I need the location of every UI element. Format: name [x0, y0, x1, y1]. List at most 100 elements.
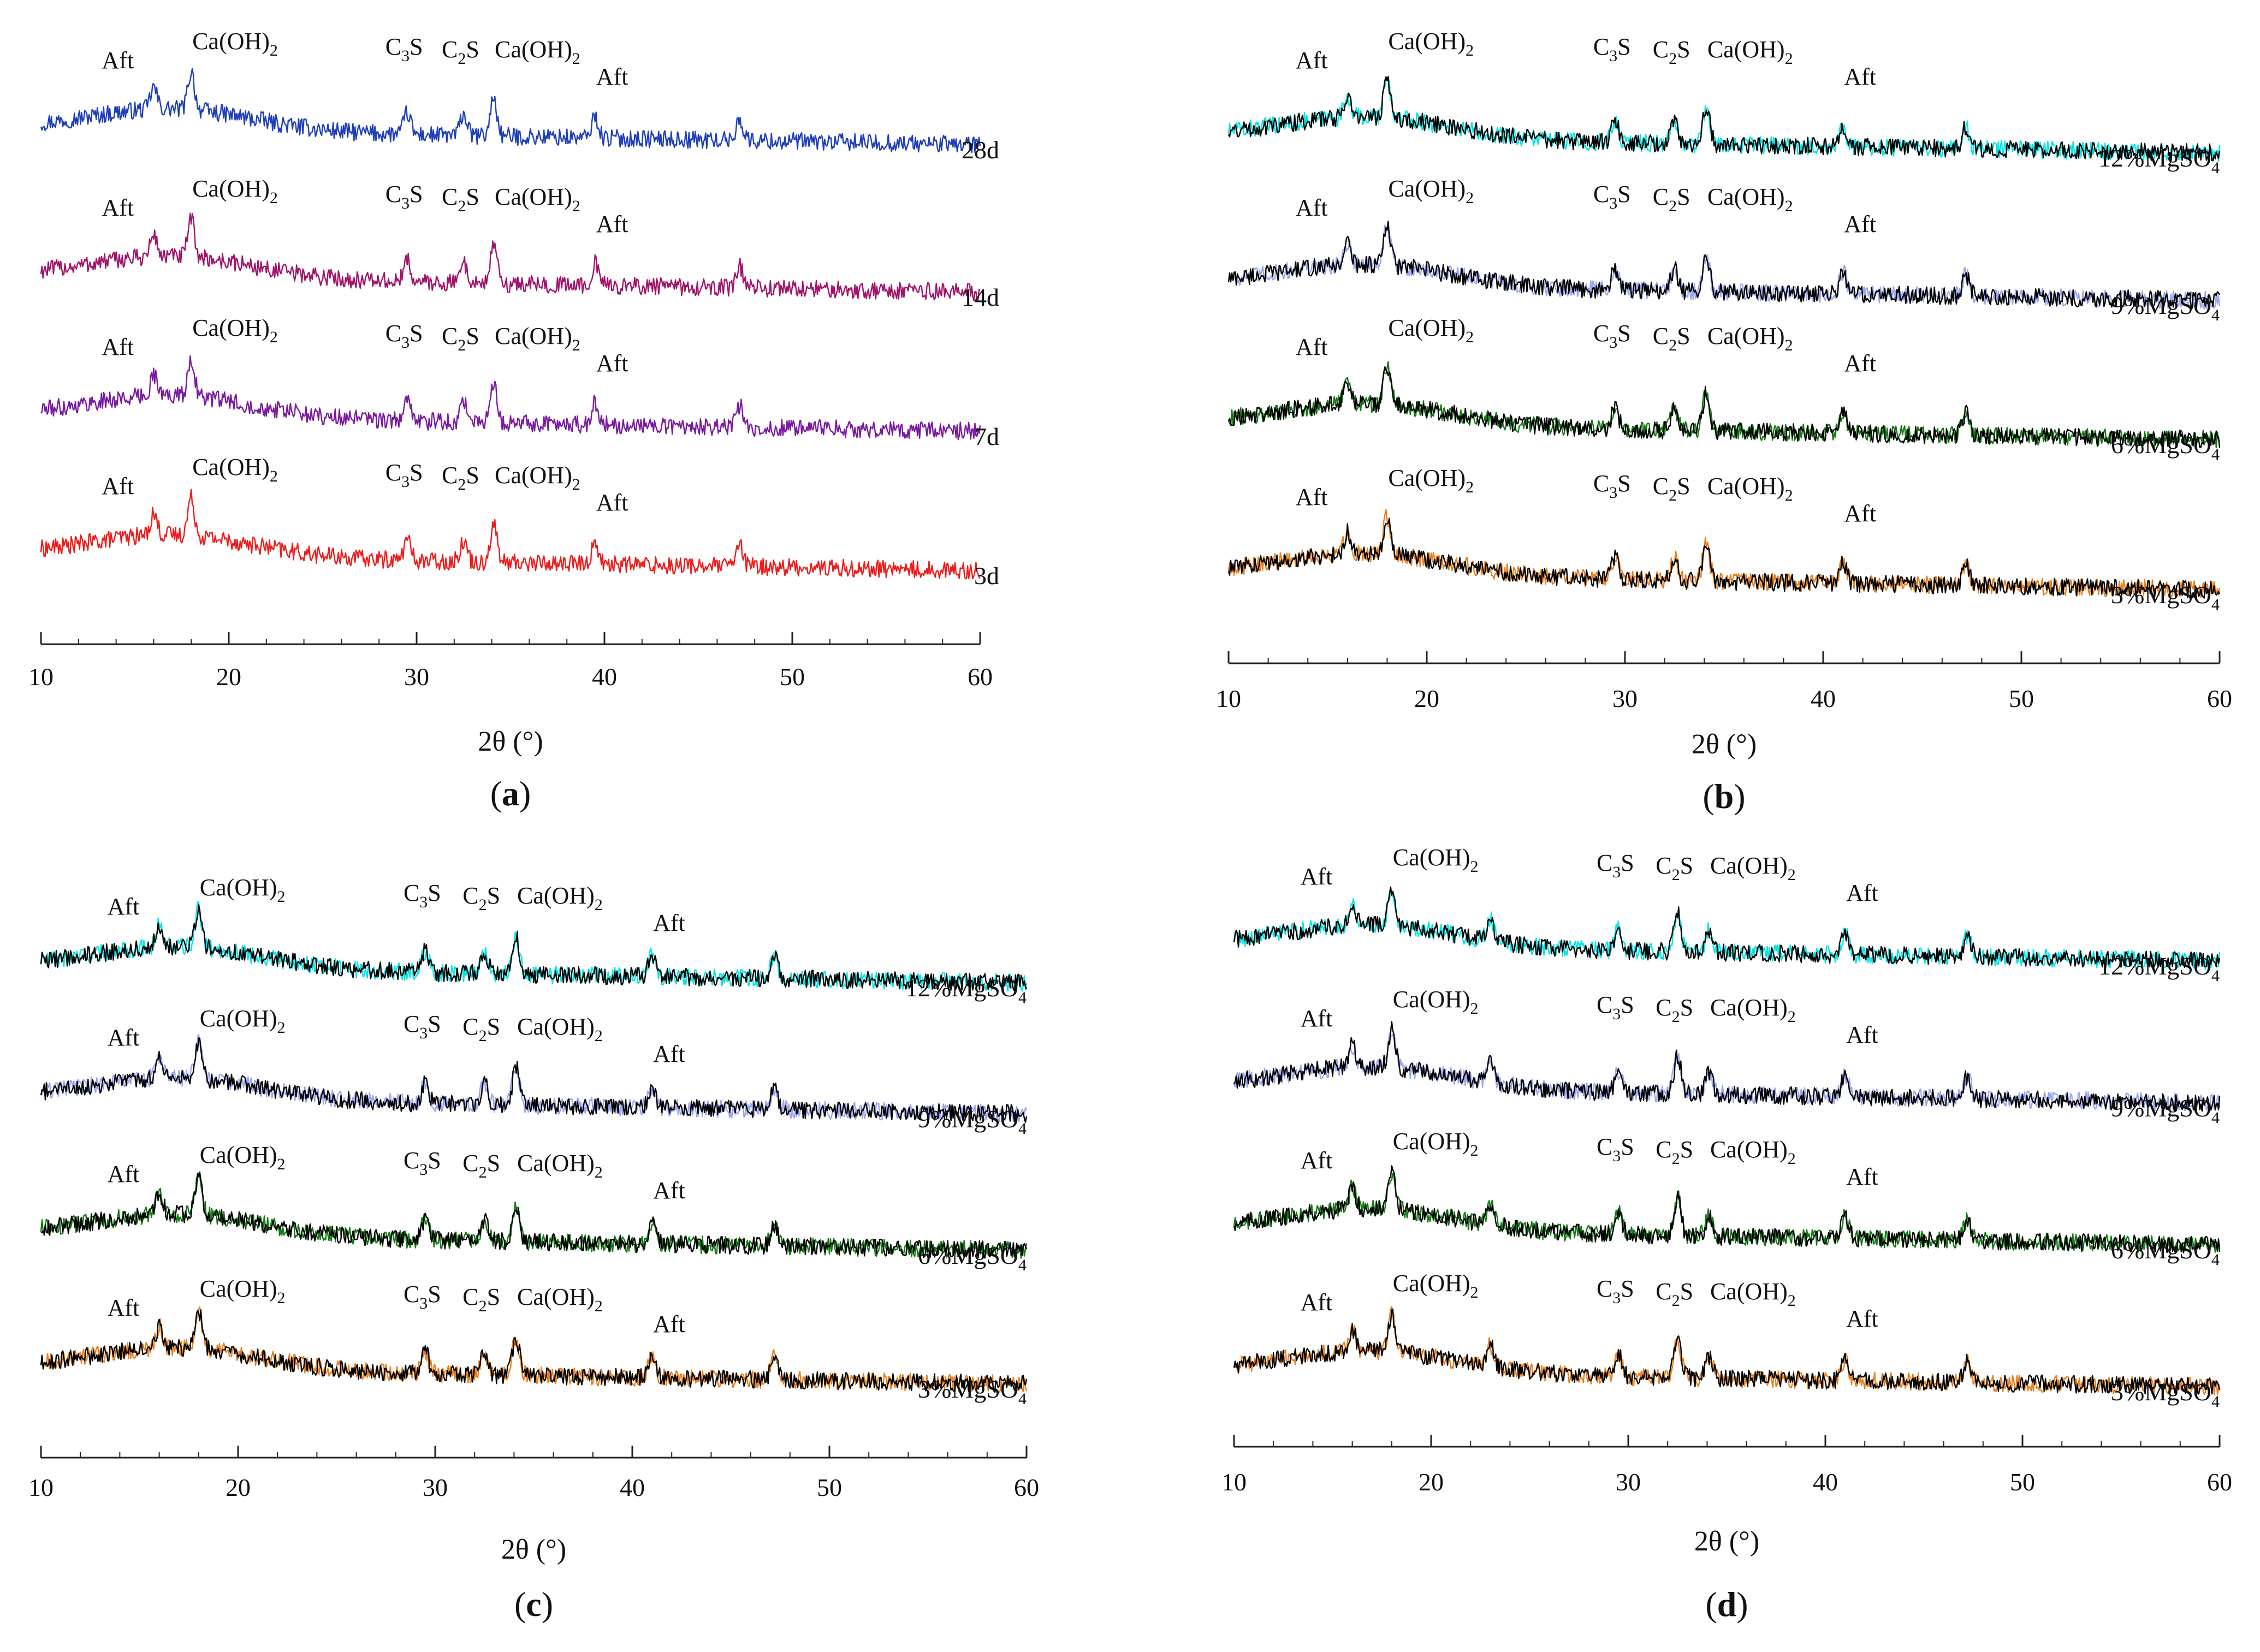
peak-label: C2S	[462, 1013, 500, 1045]
peak-label: Aft	[596, 63, 628, 90]
xrd-trace-3pctMgSO4-overlay	[1227, 518, 2221, 599]
peak-label: C2S	[442, 462, 479, 494]
peak-label: Aft	[1846, 1021, 1878, 1048]
peak-label: Ca(OH)2	[192, 28, 278, 60]
peak-label: Aft	[1296, 334, 1328, 360]
peak-label: Ca(OH)2	[517, 882, 603, 914]
peak-label: C3S	[404, 1011, 441, 1042]
peak-label: C3S	[404, 1147, 441, 1179]
peak-label: Aft	[108, 1294, 140, 1321]
peak-label: C2S	[1656, 1278, 1693, 1310]
series-label: 12%MgSO4	[905, 974, 1027, 1007]
panel-d: 12%MgSO4 Aft Ca(OH)2 C3S C2S Ca(OH)2 Aft 9%MgSO…	[1221, 844, 2232, 1624]
peak-label: Ca(OH)2	[1707, 183, 1793, 215]
x-tick-label: 10	[28, 1473, 54, 1501]
peak-label: Aft	[1301, 1289, 1333, 1316]
series-label: 6%MgSO4	[2111, 431, 2220, 463]
peak-label: Ca(OH)2	[1393, 1270, 1479, 1302]
peak-label: Aft	[1301, 1147, 1333, 1174]
peak-label: C2S	[1656, 994, 1693, 1026]
series-label: 7d	[974, 423, 999, 450]
peak-label: Ca(OH)2	[200, 1005, 286, 1037]
xrd-trace-9pctMgSO4	[1227, 224, 2221, 310]
x-tick-label: 40	[620, 1473, 645, 1501]
peak-label: Aft	[1844, 500, 1876, 527]
peak-label: C3S	[385, 33, 423, 65]
peak-label: C2S	[442, 183, 479, 215]
series-label: 12%MgSO4	[2098, 144, 2220, 177]
peak-label: C2S	[462, 1150, 500, 1181]
peak-label: Aft	[1846, 1305, 1878, 1332]
peak-label: C3S	[1593, 181, 1631, 212]
peak-label: Aft	[1301, 863, 1333, 890]
peak-label: C2S	[462, 1283, 500, 1315]
peak-label: C3S	[385, 181, 423, 212]
series-label: 12%MgSO4	[2098, 952, 2220, 985]
x-tick-label: 40	[1813, 1468, 1838, 1496]
panel-caption: (d)	[1705, 1585, 1748, 1624]
peak-label: Ca(OH)2	[495, 183, 580, 215]
peak-label: C2S	[1653, 323, 1690, 354]
peak-label: Ca(OH)2	[1388, 175, 1474, 207]
panel-caption: (c)	[514, 1585, 553, 1624]
peak-label: Ca(OH)2	[192, 314, 278, 346]
peak-label: Aft	[596, 211, 628, 237]
xrd-trace-28d	[40, 68, 981, 153]
peak-label: C3S	[1597, 1275, 1634, 1307]
peak-label: Aft	[1301, 1005, 1333, 1032]
peak-label: Ca(OH)2	[1393, 844, 1479, 876]
peak-label: Ca(OH)2	[1388, 28, 1474, 60]
peak-label: Ca(OH)2	[1393, 986, 1479, 1018]
peak-label: Ca(OH)2	[200, 1275, 286, 1307]
xrd-trace-9pctMgSO4-overlay	[1227, 221, 2220, 309]
x-tick-label: 10	[1216, 685, 1241, 712]
peak-label: Ca(OH)2	[1388, 465, 1474, 496]
xrd-trace-3pctMgSO4-overlay	[1233, 1309, 2221, 1395]
series-label: 9%MgSO4	[2111, 292, 2220, 324]
x-tick-label: 60	[2207, 1468, 2232, 1496]
panel-caption: (b)	[1703, 777, 1745, 816]
xrd-trace-6pctMgSO4	[1227, 361, 2221, 449]
series-label: 9%MgSO4	[2111, 1094, 2220, 1127]
peak-label: Ca(OH)2	[495, 462, 580, 494]
peak-label: Aft	[102, 334, 134, 360]
x-axis-title: 2θ (°)	[478, 726, 543, 757]
x-tick-label: 50	[780, 663, 805, 691]
peak-label: C3S	[404, 880, 441, 911]
peak-label: Ca(OH)2	[1707, 473, 1793, 504]
x-tick-label: 60	[2207, 685, 2232, 712]
peak-label: C3S	[1593, 33, 1631, 65]
panel-b: 12%MgSO4 Aft Ca(OH)2 C3S C2S Ca(OH)2 Aft 9%MgSO…	[1216, 28, 2232, 816]
peak-label: C3S	[1593, 320, 1631, 352]
xrd-trace-9pctMgSO4-overlay	[1233, 1021, 2221, 1112]
peak-label: C3S	[1597, 1133, 1634, 1165]
x-tick-label: 20	[216, 663, 241, 691]
peak-label: Ca(OH)2	[200, 874, 286, 906]
peak-label: Aft	[653, 1311, 685, 1338]
peak-label: C2S	[1653, 183, 1690, 215]
x-tick-label: 30	[1616, 1468, 1641, 1496]
series-label: 6%MgSO4	[2111, 1236, 2220, 1269]
series-label: 3d	[974, 562, 999, 590]
peak-label: Ca(OH)2	[1710, 1136, 1796, 1168]
peak-label: Ca(OH)2	[192, 175, 278, 207]
xrd-trace-3d	[40, 489, 981, 580]
peak-label: Aft	[102, 47, 134, 74]
peak-label: Aft	[1844, 211, 1876, 237]
peak-label: Aft	[1844, 63, 1876, 90]
x-tick-label: 50	[817, 1473, 842, 1501]
peak-label: Aft	[102, 473, 134, 500]
xrd-trace-9pctMgSO4	[40, 1034, 1028, 1123]
series-label: 3%MgSO4	[2111, 581, 2220, 614]
xrd-trace-12pctMgSO4-overlay	[1227, 76, 2221, 162]
xrd-trace-12pctMgSO4-overlay	[40, 904, 1028, 992]
peak-label: Aft	[1846, 1163, 1878, 1190]
peak-label: Ca(OH)2	[1388, 314, 1474, 346]
peak-label: Aft	[653, 1177, 685, 1204]
peak-label: Ca(OH)2	[1710, 852, 1796, 884]
peak-label: Ca(OH)2	[1710, 1278, 1796, 1310]
peak-label: Ca(OH)2	[1393, 1128, 1479, 1160]
x-tick-label: 50	[2009, 685, 2034, 712]
x-tick-label: 20	[1414, 685, 1439, 712]
